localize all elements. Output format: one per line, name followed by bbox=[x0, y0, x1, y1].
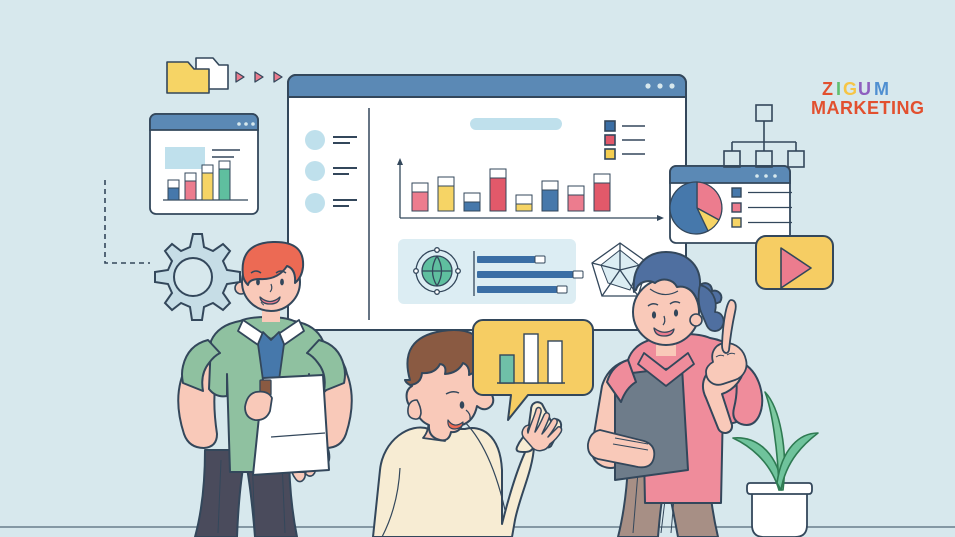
svg-text:I: I bbox=[836, 79, 842, 99]
svg-text:G: G bbox=[843, 79, 858, 99]
svg-text:U: U bbox=[858, 79, 872, 99]
svg-text:MARKETING: MARKETING bbox=[811, 98, 925, 118]
svg-text:M: M bbox=[874, 79, 890, 99]
svg-text:Z: Z bbox=[822, 79, 834, 99]
